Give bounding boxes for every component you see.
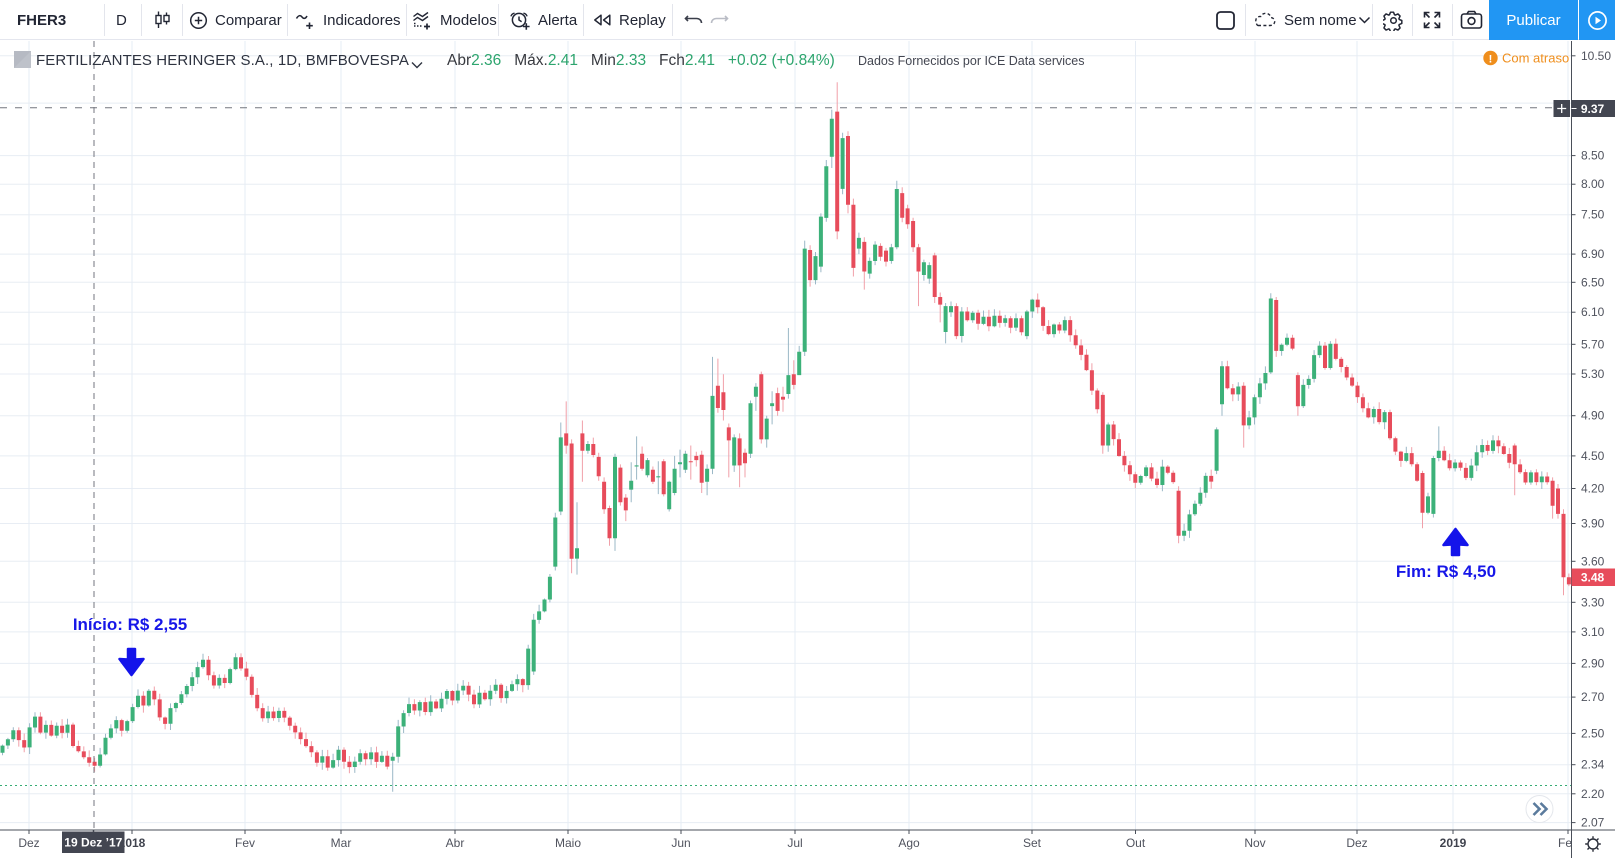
svg-text:Jul: Jul bbox=[787, 836, 802, 850]
svg-text:Dez: Dez bbox=[1346, 836, 1367, 850]
svg-text:Início: R$ 2,55: Início: R$ 2,55 bbox=[73, 615, 187, 634]
svg-text:4.90: 4.90 bbox=[1581, 409, 1605, 423]
svg-text:2019: 2019 bbox=[1440, 836, 1467, 850]
svg-text:Maio: Maio bbox=[555, 836, 581, 850]
svg-text:8.50: 8.50 bbox=[1581, 149, 1605, 163]
svg-text:Out: Out bbox=[1126, 836, 1146, 850]
svg-text:Jun: Jun bbox=[671, 836, 690, 850]
svg-text:!: ! bbox=[1489, 54, 1493, 66]
svg-text:4.20: 4.20 bbox=[1581, 482, 1605, 496]
svg-text:2.34: 2.34 bbox=[1581, 758, 1605, 772]
svg-text:Fim: R$ 4,50: Fim: R$ 4,50 bbox=[1396, 562, 1496, 581]
svg-text:Com atraso: Com atraso bbox=[1502, 51, 1569, 66]
svg-text:9.37: 9.37 bbox=[1581, 102, 1605, 116]
svg-text:5.30: 5.30 bbox=[1581, 367, 1605, 381]
svg-text:3.48: 3.48 bbox=[1581, 571, 1605, 585]
svg-text:6.10: 6.10 bbox=[1581, 305, 1605, 319]
svg-text:6.90: 6.90 bbox=[1581, 247, 1605, 261]
svg-text:Ago: Ago bbox=[898, 836, 920, 850]
svg-text:3.10: 3.10 bbox=[1581, 625, 1605, 639]
svg-text:3.30: 3.30 bbox=[1581, 595, 1605, 609]
svg-text:Mar: Mar bbox=[331, 836, 352, 850]
svg-text:2.07: 2.07 bbox=[1581, 816, 1605, 830]
svg-text:4.50: 4.50 bbox=[1581, 449, 1605, 463]
svg-text:10.50: 10.50 bbox=[1581, 49, 1611, 63]
svg-text:Nov: Nov bbox=[1244, 836, 1265, 850]
svg-text:6.50: 6.50 bbox=[1581, 275, 1605, 289]
svg-text:3.60: 3.60 bbox=[1581, 554, 1605, 568]
svg-text:8.00: 8.00 bbox=[1581, 177, 1605, 191]
svg-text:Fev: Fev bbox=[235, 836, 255, 850]
svg-text:Dez: Dez bbox=[18, 836, 39, 850]
svg-text:19 Dez ’17: 19 Dez ’17 bbox=[64, 836, 122, 850]
svg-text:7.50: 7.50 bbox=[1581, 208, 1605, 222]
svg-text:5.70: 5.70 bbox=[1581, 337, 1605, 351]
svg-text:2.90: 2.90 bbox=[1581, 656, 1605, 670]
svg-text:Set: Set bbox=[1023, 836, 1042, 850]
svg-text:Fev: Fev bbox=[1558, 836, 1578, 850]
svg-text:3.90: 3.90 bbox=[1581, 517, 1605, 531]
svg-text:2.50: 2.50 bbox=[1581, 726, 1605, 740]
svg-text:2.70: 2.70 bbox=[1581, 690, 1605, 704]
svg-text:2018: 2018 bbox=[119, 836, 146, 850]
svg-text:Abr: Abr bbox=[446, 836, 465, 850]
svg-text:2.20: 2.20 bbox=[1581, 787, 1605, 801]
